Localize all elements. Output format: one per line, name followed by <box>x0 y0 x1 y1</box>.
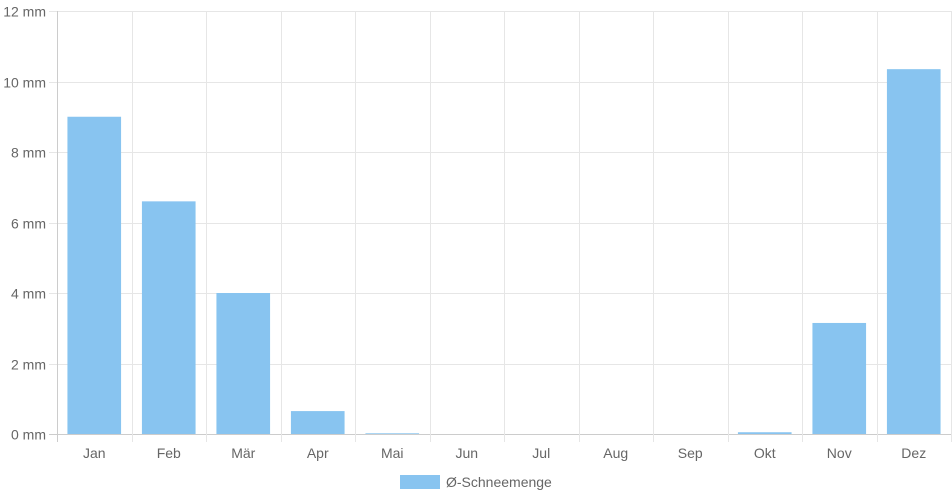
y-tick-label: 10 mm <box>3 75 46 91</box>
x-tick-label: Aug <box>603 445 628 461</box>
bar-nov[interactable] <box>812 322 867 434</box>
y-tick-label: 6 mm <box>11 216 46 232</box>
bar-okt[interactable] <box>737 432 792 434</box>
legend[interactable]: Ø-Schneemenge <box>400 474 552 490</box>
bar-apr[interactable] <box>290 411 345 434</box>
y-tick-label: 8 mm <box>11 145 46 161</box>
y-tick-label: 4 mm <box>11 286 46 302</box>
x-tick-label: Mär <box>231 445 255 461</box>
x-tick-label: Feb <box>157 445 181 461</box>
legend-label: Ø-Schneemenge <box>446 474 552 490</box>
x-tick-label: Sep <box>678 445 703 461</box>
grid-lines <box>49 11 952 442</box>
bar-dez[interactable] <box>886 69 941 434</box>
y-tick-label: 2 mm <box>11 357 46 373</box>
x-tick-label: Nov <box>827 445 852 461</box>
bar-feb[interactable] <box>141 201 196 434</box>
x-axis-ticks: Jan Feb Mär Apr Mai Jun Jul Aug Sep Okt Nov Dez <box>83 445 926 461</box>
x-tick-label: Jan <box>83 445 106 461</box>
x-tick-label: Mai <box>381 445 404 461</box>
y-tick-label: 0 mm <box>11 427 46 443</box>
x-tick-label: Jun <box>455 445 478 461</box>
bars <box>67 69 941 434</box>
x-tick-label: Okt <box>754 445 776 461</box>
bar-mai[interactable] <box>365 433 420 434</box>
x-tick-label: Jul <box>532 445 550 461</box>
x-tick-label: Apr <box>307 445 329 461</box>
bar-mär[interactable] <box>216 293 271 434</box>
y-axis-ticks: 0 mm 2 mm 4 mm 6 mm 8 mm 10 mm 12 mm <box>3 4 46 443</box>
bar-jan[interactable] <box>67 116 122 434</box>
x-tick-label: Dez <box>901 445 926 461</box>
legend-swatch <box>400 475 440 489</box>
y-tick-label: 12 mm <box>3 4 46 20</box>
